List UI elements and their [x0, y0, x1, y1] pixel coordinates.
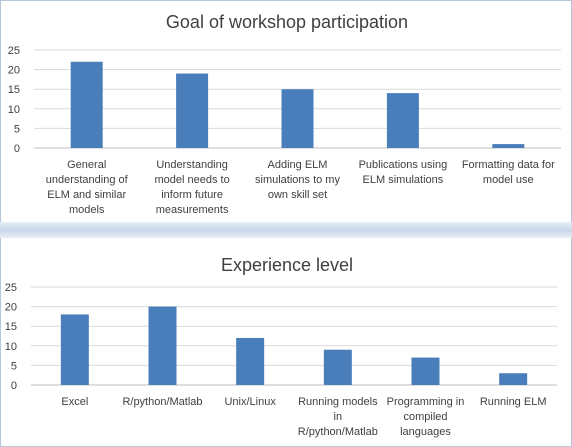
- bar-1-3: [323, 349, 352, 385]
- category-label-1-5: Running ELM: [480, 396, 547, 408]
- chart-title-goal: Goal of workshop participation: [165, 12, 409, 32]
- y-tick-label-15: 15: [8, 84, 20, 96]
- category-label-1-0: Excel: [61, 396, 88, 408]
- bar-0-4: [492, 144, 525, 148]
- category-label-1-2: Unix/Linux: [224, 396, 276, 408]
- bar-chart-goal: 0 5 10 15 20 25 General understanding of ELM and…: [8, 45, 561, 216]
- bar-0-3: [386, 93, 419, 148]
- bar-1-2: [236, 337, 265, 385]
- y-tick-label-10: 10: [5, 341, 17, 353]
- y-tick-label-20: 20: [8, 65, 20, 77]
- bar-0-2: [281, 89, 314, 148]
- category-label-0-2: Adding ELM simulations to my own skill set: [255, 159, 340, 201]
- category-label-0-1: Understanding model needs to inform future…: [154, 159, 229, 216]
- category-label-0-3: Publications using ELM simulations: [359, 159, 448, 186]
- y-tick-label-5: 5: [14, 123, 20, 135]
- bar-1-5: [499, 373, 528, 385]
- bar-1-0: [60, 314, 89, 385]
- y-tick-label-20: 20: [5, 302, 17, 314]
- bar-0-1: [176, 73, 209, 148]
- bar-0-0: [70, 61, 103, 149]
- bar-1-4: [411, 357, 440, 385]
- category-label-0-0: General understanding of ELM and similar mo…: [46, 159, 129, 216]
- chart-panel-experience: Experience level 0 5 10 15 20 25 Excel R/python…: [0, 238, 572, 447]
- panel-separator: [0, 222, 572, 238]
- bar-1-1: [148, 306, 177, 385]
- y-tick-label-15: 15: [5, 321, 17, 333]
- category-label-1-1: R/python/Matlab: [122, 396, 202, 408]
- chart-panel-goal: Goal of workshop participation 0 5 10 15 20 2…: [0, 0, 572, 222]
- y-tick-label-0: 0: [14, 143, 20, 155]
- y-tick-label-10: 10: [8, 104, 20, 116]
- category-label-1-3: Running models in R/python/Matlab: [298, 396, 378, 438]
- y-tick-label-0: 0: [11, 380, 17, 392]
- y-tick-label-25: 25: [5, 282, 17, 294]
- bar-chart-experience: 0 5 10 15 20 25 Excel R/python/Matlab Unix/Linux…: [5, 282, 557, 438]
- y-tick-label-25: 25: [8, 45, 20, 57]
- category-label-1-4: Programming in compiled languages: [387, 396, 465, 438]
- category-label-0-4: Formatting data for model use: [462, 159, 555, 186]
- y-tick-label-5: 5: [11, 360, 17, 372]
- chart-title-experience: Experience level: [220, 255, 354, 275]
